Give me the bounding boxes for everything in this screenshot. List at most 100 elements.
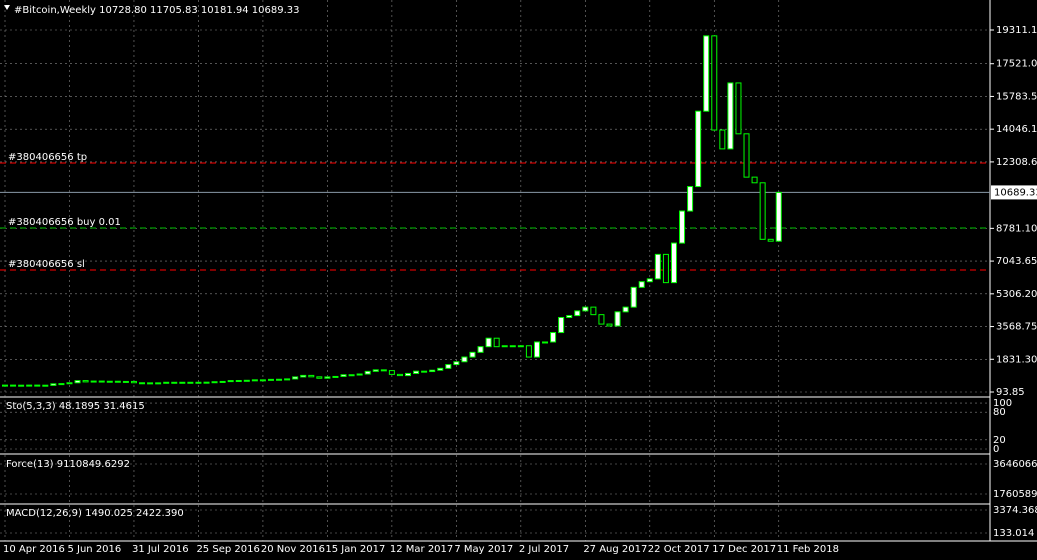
y-tick-label: 3568.75: [996, 322, 1037, 333]
x-tick-label: 17 Dec 2017: [712, 544, 776, 555]
candle-body: [413, 370, 420, 374]
candle-body: [509, 345, 516, 348]
x-tick-label: 25 Sep 2016: [196, 544, 259, 555]
candle-body: [421, 370, 428, 373]
candle-body: [235, 379, 242, 382]
indicator-tick-label: 133.014: [993, 528, 1034, 539]
candle-body: [195, 381, 202, 384]
indicator-title: MACD(12,26,9) 1490.025 2422.390: [6, 508, 184, 519]
candle-body: [227, 380, 234, 383]
candle-body: [243, 379, 250, 382]
candle-body: [276, 378, 283, 381]
candle-body: [614, 311, 621, 327]
candle-body: [646, 278, 653, 283]
candle-body: [332, 375, 339, 378]
candle-body: [622, 306, 629, 313]
candle-body: [74, 380, 81, 384]
candle-body: [284, 378, 291, 381]
candle-body: [42, 384, 49, 387]
indicator-tick-label: 0: [993, 444, 999, 455]
candle-body: [775, 191, 782, 242]
candle-body: [437, 367, 444, 371]
candle-body: [292, 376, 299, 380]
x-tick-label: 5 Jun 2016: [67, 544, 121, 555]
candle-body: [106, 380, 113, 383]
x-tick-label: 22 Oct 2017: [648, 544, 710, 555]
candle-body: [630, 286, 637, 308]
candle-body: [211, 381, 218, 384]
candle-body: [550, 332, 557, 343]
candle-body: [429, 369, 436, 373]
candle-body: [179, 381, 186, 384]
x-tick-label: 15 Jan 2017: [325, 544, 385, 555]
candle-body: [90, 380, 97, 383]
y-tick-label: 8781.10: [996, 223, 1037, 234]
candle-body: [533, 341, 540, 358]
candle-body: [598, 314, 605, 325]
candle-body: [187, 381, 194, 384]
order-label: #380406656 tp: [8, 152, 87, 163]
candle-body: [767, 238, 774, 242]
candle-body: [453, 361, 460, 366]
indicator-title: Sto(5,3,3) 48.1895 31.4615: [6, 401, 145, 412]
x-tick-label: 12 Mar 2017: [390, 544, 453, 555]
candle-body: [114, 380, 121, 383]
candle-body: [558, 316, 565, 334]
candle-body: [759, 182, 766, 240]
candle-body: [66, 382, 73, 385]
candle-body: [163, 381, 170, 384]
y-tick-label: 17521.00: [996, 59, 1037, 70]
candle-body: [171, 381, 178, 384]
candle-body: [380, 369, 387, 372]
candle-body: [751, 176, 758, 184]
y-tick-label: 15783.55: [996, 91, 1037, 102]
candle-body: [18, 384, 25, 387]
candle-body: [372, 369, 379, 372]
candle-body: [348, 374, 355, 377]
candle-body: [566, 315, 573, 318]
candle-body: [542, 341, 549, 344]
candle-body: [139, 382, 146, 385]
candle-body: [82, 380, 89, 383]
candle-body: [122, 380, 129, 383]
candle-body: [525, 345, 532, 358]
candle-body: [662, 253, 669, 284]
candle-body: [654, 253, 661, 280]
y-tick-label: 14046.1: [996, 124, 1037, 135]
candle-body: [477, 346, 484, 353]
candle-body: [388, 370, 395, 375]
candle-body: [638, 281, 645, 288]
candle-body: [58, 383, 65, 386]
candle-body: [590, 306, 597, 316]
indicator-tick-label: 100: [993, 398, 1012, 409]
symbol-icon: [4, 5, 10, 10]
candle-body: [130, 380, 137, 384]
y-tick-label: 12308.65: [996, 157, 1037, 168]
indicator-tick-label: 80: [993, 407, 1006, 418]
indicator-tick-label: 3374.368: [993, 505, 1037, 516]
candle-body: [517, 345, 524, 348]
x-tick-label: 10 Apr 2016: [3, 544, 65, 555]
candle-body: [711, 35, 718, 131]
chart-header: #Bitcoin,Weekly 10728.80 11705.83 10181.…: [14, 5, 300, 16]
candle-body: [687, 186, 694, 212]
candle-body: [679, 210, 686, 244]
candle-body: [316, 376, 323, 379]
candle-body: [300, 374, 307, 378]
x-tick-label: 2 Jul 2017: [519, 544, 569, 555]
candle-body: [259, 379, 266, 382]
candle-body: [203, 381, 210, 384]
candle-body: [267, 378, 274, 381]
candle-body: [147, 382, 154, 385]
candle-body: [10, 384, 17, 387]
candle-body: [606, 323, 613, 327]
candle-body: [670, 242, 677, 284]
candle-body: [50, 383, 57, 386]
indicator-tick-label: 364606655: [993, 459, 1037, 470]
bid-label: 10689.33: [994, 187, 1037, 198]
x-tick-label: 31 Jul 2016: [132, 544, 189, 555]
y-tick-label: 19311.10: [996, 25, 1037, 36]
y-tick-label: 5306.20: [996, 289, 1037, 300]
order-label: #380406656 sl: [8, 259, 85, 270]
y-tick-label: 93.85: [996, 387, 1025, 398]
